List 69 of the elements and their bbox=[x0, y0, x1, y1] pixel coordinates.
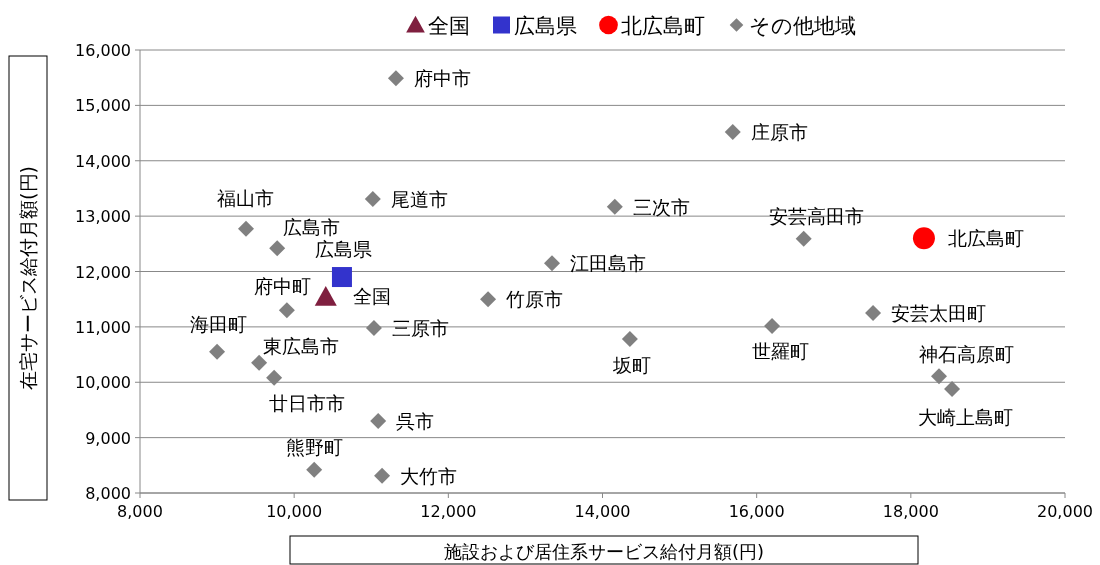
annotation: 熊野町 bbox=[285, 435, 343, 458]
y-tick-label: 12,000 bbox=[75, 262, 131, 282]
y-tick-label: 11,000 bbox=[75, 317, 131, 337]
annotation: 世羅町 bbox=[751, 340, 809, 363]
x-tick-label: 8,000 bbox=[117, 502, 163, 521]
point bbox=[764, 318, 781, 335]
annotation: 大崎上島町 bbox=[917, 405, 1013, 428]
annotation: 坂町 bbox=[611, 354, 651, 377]
legend-label: その他地域 bbox=[748, 14, 856, 38]
x-tick-label: 18,000 bbox=[882, 502, 939, 521]
y-tick-label: 8,000 bbox=[85, 484, 131, 503]
annotation: 北広島町 bbox=[947, 227, 1024, 250]
point bbox=[865, 305, 882, 322]
x-tick-label: 10,000 bbox=[266, 502, 323, 521]
annotation: 尾道市 bbox=[390, 187, 448, 210]
point bbox=[237, 220, 254, 237]
point bbox=[269, 240, 286, 257]
point bbox=[370, 413, 387, 430]
annotation: 東広島市 bbox=[263, 334, 340, 357]
point bbox=[306, 461, 323, 478]
annotation: 廿日市市 bbox=[269, 391, 346, 414]
annotation: 海田町 bbox=[189, 312, 247, 335]
point bbox=[278, 302, 295, 319]
legend-label: 広島県 bbox=[513, 14, 577, 38]
annotation: 安芸太田町 bbox=[891, 302, 987, 325]
annotation: 神石高原町 bbox=[919, 343, 1015, 366]
point bbox=[944, 380, 961, 397]
annotation: 三原市 bbox=[391, 316, 449, 339]
point bbox=[724, 123, 741, 140]
point bbox=[480, 291, 497, 308]
annotation: 府中町 bbox=[254, 274, 312, 297]
annotation: 福山市 bbox=[217, 186, 275, 209]
point bbox=[209, 343, 226, 360]
x-tick-label: 16,000 bbox=[728, 502, 785, 521]
annotation: 広島県 bbox=[315, 238, 373, 261]
point bbox=[387, 70, 404, 87]
point bbox=[606, 198, 623, 215]
annotation: 三次市 bbox=[632, 195, 690, 218]
y-tick-label: 13,000 bbox=[75, 207, 131, 227]
annotation: 大竹市 bbox=[400, 464, 458, 487]
x-tick-label: 12,000 bbox=[420, 502, 477, 521]
annotation: 江田島市 bbox=[570, 252, 647, 275]
point bbox=[930, 368, 947, 385]
annotation: 全国 bbox=[352, 284, 391, 307]
point bbox=[374, 467, 391, 484]
annotation: 府中市 bbox=[413, 67, 471, 90]
point bbox=[795, 230, 812, 247]
legend-label: 全国 bbox=[427, 14, 470, 38]
annotation: 竹原市 bbox=[506, 288, 564, 311]
y-tick-label: 15,000 bbox=[75, 96, 131, 116]
x-tick-label: 20,000 bbox=[1037, 502, 1093, 521]
y-tick-label: 14,000 bbox=[75, 151, 131, 171]
x-axis-title: 施設および居住系サービス給付月額(円) bbox=[443, 541, 765, 562]
point bbox=[621, 331, 638, 348]
annotation: 広島市 bbox=[282, 216, 340, 239]
point bbox=[251, 354, 268, 371]
y-tick-label: 9,000 bbox=[85, 428, 131, 448]
annotation: 安芸高田市 bbox=[769, 204, 865, 227]
annotation: 呉市 bbox=[396, 410, 435, 433]
point bbox=[364, 190, 381, 207]
legend-label: 北広島町 bbox=[620, 14, 705, 38]
x-tick-label: 14,000 bbox=[574, 502, 631, 521]
point bbox=[266, 369, 283, 386]
point bbox=[365, 319, 382, 336]
y-axis-title: 在宅サービス給付月額(円) bbox=[17, 166, 39, 390]
y-tick-label: 10,000 bbox=[75, 373, 131, 393]
y-tick-label: 16,000 bbox=[75, 41, 131, 60]
point bbox=[544, 255, 561, 272]
annotation: 庄原市 bbox=[750, 120, 808, 143]
